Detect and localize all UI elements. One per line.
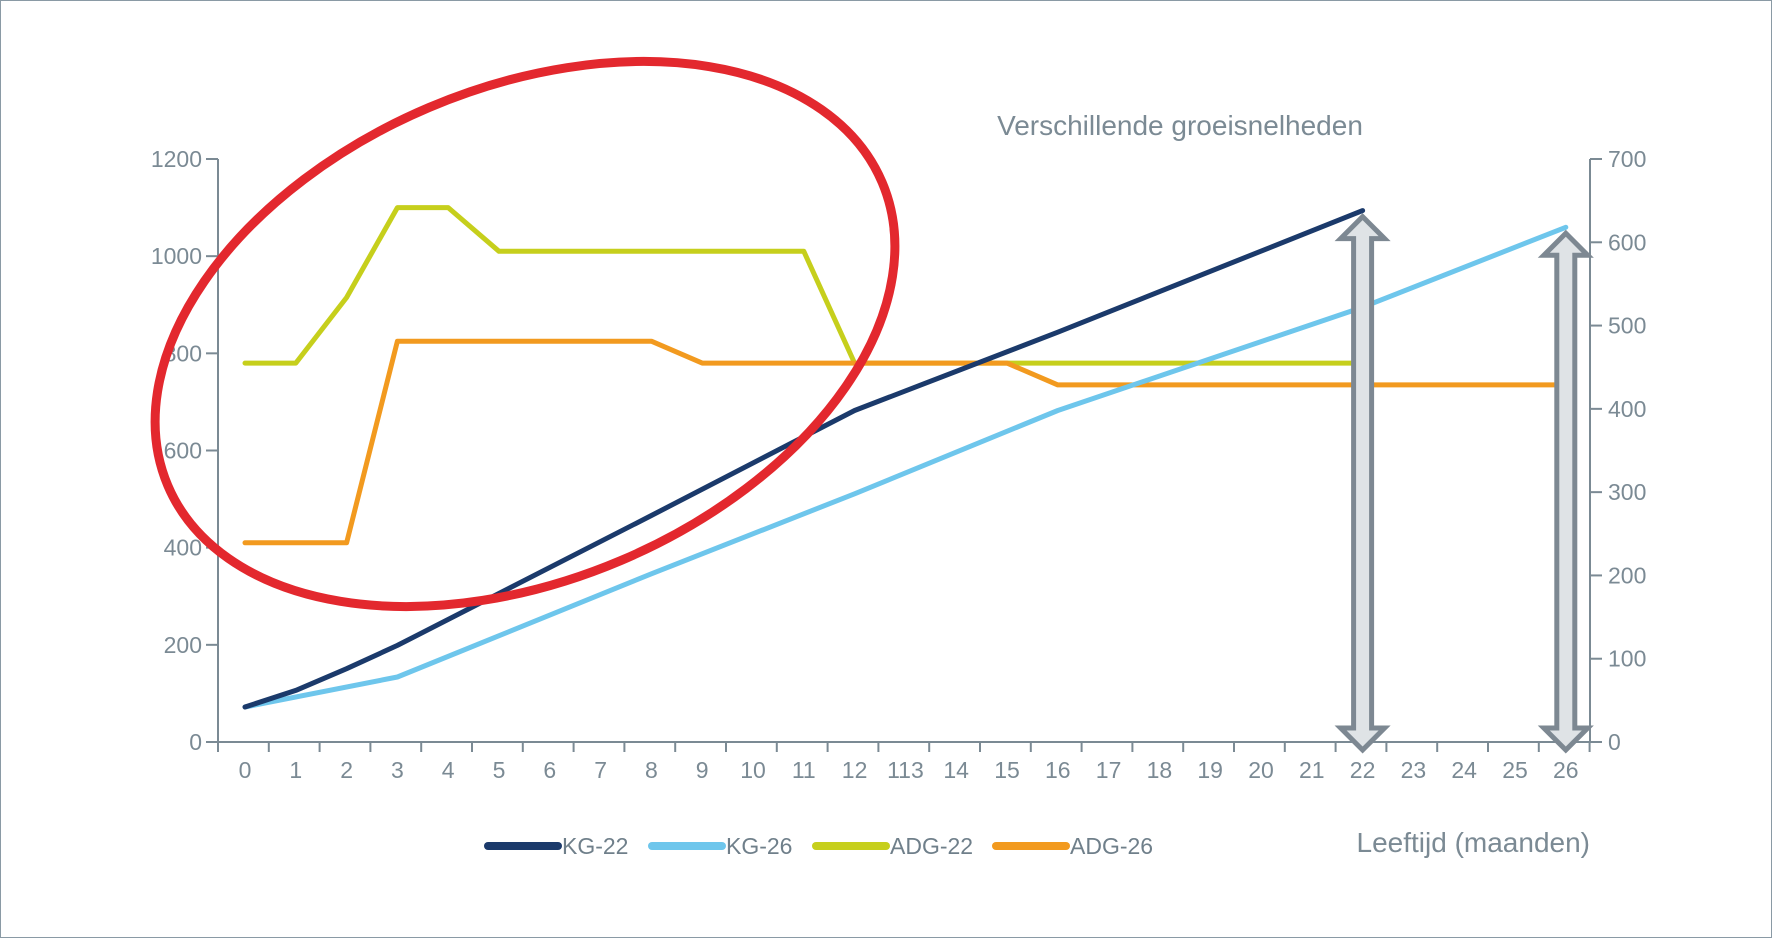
x-tick-label: 18 [1147,757,1173,783]
x-tick-label: 23 [1401,757,1427,783]
x-tick-label: 4 [442,757,455,783]
right-tick-label: 300 [1608,479,1646,505]
x-tick-label: 6 [543,757,556,783]
x-tick-label: 11 [792,757,816,783]
series-line-adg-22 [242,205,1366,366]
x-tick-label: 5 [493,757,506,783]
x-tick-label: 0 [239,757,252,783]
double-arrow-22 [1334,213,1391,754]
x-tick-label: 24 [1451,757,1477,783]
legend-label-kg-22: KG-22 [562,833,628,859]
x-tick-label: 12 [842,757,868,783]
right-tick-label: 400 [1608,396,1646,422]
legend: KG-22 KG-26 ADG-22 ADG-26 [484,833,1153,859]
series-line-adg-26 [242,338,1569,546]
x-tick-label: 22 [1350,757,1376,783]
left-tick-label: 1000 [151,243,202,269]
axes: 0200400600800100012000100200300400500600… [151,146,1647,783]
left-tick-label: 200 [164,632,202,658]
x-tick-label: 10 [740,757,766,783]
x-tick-label: 14 [943,757,969,783]
left-tick-label: 0 [189,729,202,755]
right-tick-label: 200 [1608,562,1646,588]
highlight-ellipse [150,56,900,612]
x-tick-label: 26 [1553,757,1579,783]
x-tick-label: 113 [887,757,924,783]
x-tick-label: 19 [1197,757,1223,783]
legend-label-kg-26: KG-26 [726,833,792,859]
x-tick-label: 2 [340,757,353,783]
x-tick-label: 9 [696,757,709,783]
x-tick-label: 15 [994,757,1020,783]
double-arrow-26 [1537,229,1594,754]
x-tick-label: 16 [1045,757,1071,783]
legend-label-adg-26: ADG-26 [1070,833,1153,859]
legend-label-adg-22: ADG-22 [890,833,973,859]
right-tick-label: 700 [1608,146,1646,172]
left-tick-label: 600 [164,438,202,464]
x-tick-label: 25 [1502,757,1528,783]
left-tick-label: 1200 [151,146,202,172]
x-tick-label: 3 [391,757,404,783]
x-tick-label: 8 [645,757,658,783]
x-axis-title: Leeftijd (maanden) [1357,827,1590,858]
right-tick-label: 600 [1608,229,1646,255]
right-tick-label: 0 [1608,729,1621,755]
x-tick-label: 1 [289,757,302,783]
right-tick-label: 100 [1608,646,1646,672]
x-tick-label: 21 [1299,757,1325,783]
left-tick-label: 400 [164,535,202,561]
right-tick-label: 500 [1608,313,1646,339]
x-tick-label: 20 [1248,757,1274,783]
duration-arrows [1334,213,1594,754]
x-tick-label: 7 [594,757,607,783]
chart-title: Verschillende groeisnelheden [997,110,1363,141]
x-tick-label: 17 [1096,757,1122,783]
series-line-kg-22 [242,208,1366,710]
